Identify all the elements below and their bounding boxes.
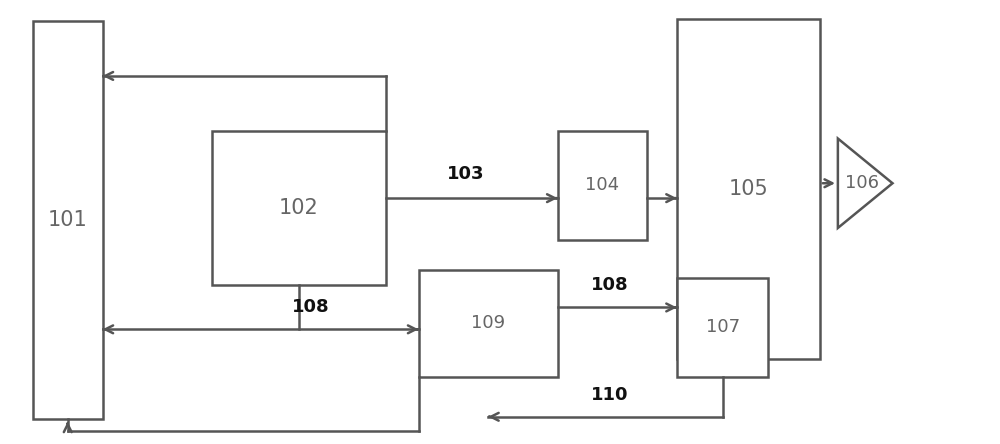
Text: 110: 110 (591, 386, 628, 404)
Bar (33, 21, 103, 419)
Bar (419, 270, 558, 377)
Bar (558, 131, 647, 240)
Text: 103: 103 (446, 165, 484, 183)
Polygon shape (838, 139, 893, 228)
Text: 101: 101 (48, 210, 88, 230)
Text: 107: 107 (706, 318, 740, 337)
Text: 108: 108 (590, 276, 628, 293)
Bar (212, 131, 386, 285)
Text: 109: 109 (471, 314, 505, 333)
Bar (677, 278, 768, 377)
Text: 104: 104 (585, 176, 619, 194)
Text: 105: 105 (729, 179, 768, 199)
Text: 102: 102 (279, 198, 319, 218)
Bar (677, 19, 820, 359)
Text: 106: 106 (845, 174, 879, 192)
Text: 108: 108 (292, 298, 330, 317)
